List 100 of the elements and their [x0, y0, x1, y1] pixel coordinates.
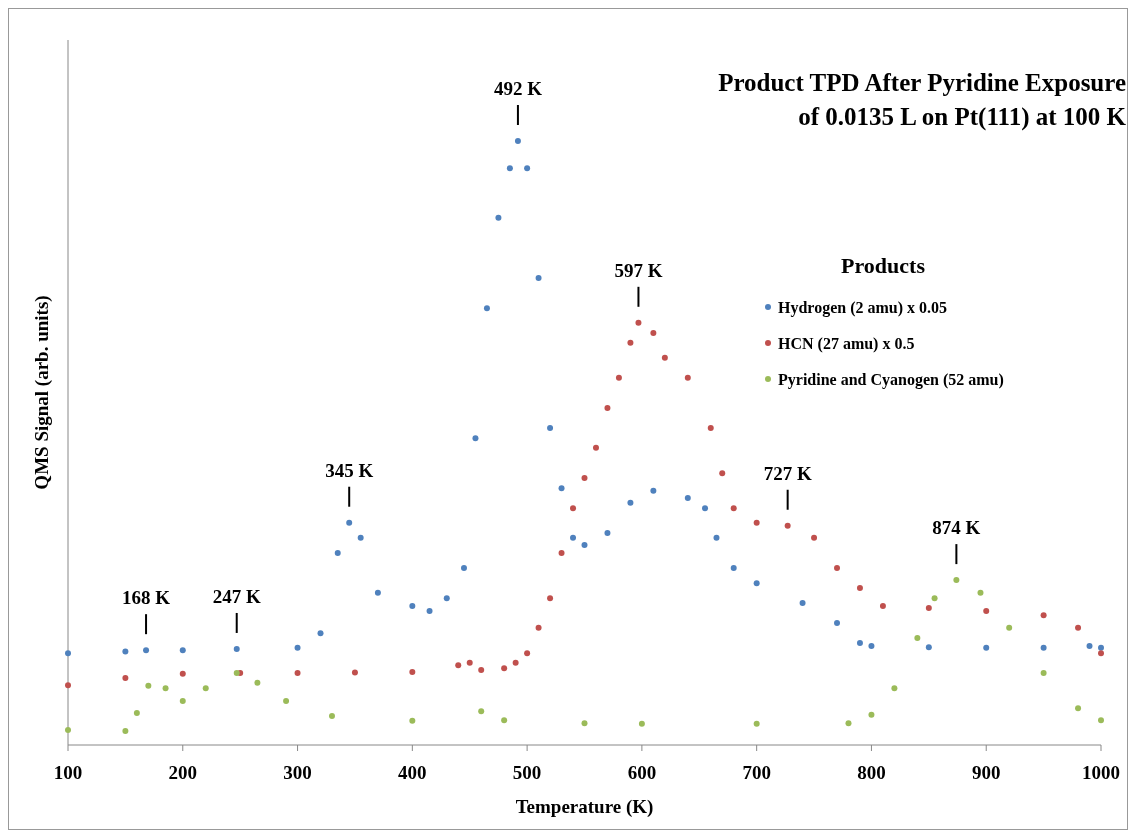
point: [317, 630, 324, 637]
point: [346, 519, 353, 526]
point: [914, 635, 921, 642]
point: [834, 565, 841, 572]
annotation: 492 K: [493, 78, 543, 99]
point: [730, 565, 737, 572]
annotation: 247 K: [212, 585, 261, 607]
legend-title: Products: [841, 253, 926, 278]
point: [581, 542, 588, 549]
annotation: 597 K: [614, 259, 663, 281]
point: [650, 330, 657, 337]
y-axis-title: QMS Signal (arb. units): [31, 295, 53, 490]
point: [661, 354, 668, 361]
point: [784, 522, 791, 529]
point: [483, 305, 490, 312]
annotation: 874 K: [932, 517, 981, 539]
x-tick-label: 100: [53, 762, 83, 783]
point: [650, 487, 657, 494]
point: [294, 644, 301, 651]
point: [357, 534, 364, 541]
annotation: 168 K: [122, 587, 171, 609]
point: [953, 577, 960, 584]
point: [868, 711, 875, 718]
x-tick-label: 800: [857, 762, 886, 783]
point: [466, 659, 473, 666]
point: [592, 444, 599, 451]
point: [627, 339, 634, 346]
point: [472, 435, 479, 442]
point: [856, 584, 863, 591]
point: [495, 214, 502, 221]
point: [506, 165, 513, 172]
point: [501, 717, 508, 724]
point: [638, 720, 645, 727]
point: [374, 589, 381, 596]
point: [1098, 644, 1104, 651]
point: [1075, 624, 1082, 631]
point: [719, 470, 726, 477]
x-tick-label: 600: [627, 762, 657, 783]
point: [684, 374, 691, 381]
point: [811, 534, 818, 541]
point: [535, 275, 542, 282]
point: [983, 607, 990, 614]
point: [122, 728, 129, 735]
point: [547, 595, 554, 602]
point: [627, 499, 634, 506]
point: [713, 534, 720, 541]
point: [615, 374, 622, 381]
x-tick-label: 1000: [1082, 762, 1120, 783]
point: [145, 682, 152, 689]
point: [879, 603, 886, 610]
point: [524, 165, 531, 172]
point: [179, 697, 186, 704]
point: [730, 505, 737, 512]
point: [558, 549, 565, 556]
point: [426, 607, 433, 614]
point: [581, 475, 588, 482]
point: [283, 697, 290, 704]
point: [143, 647, 150, 654]
point: [684, 494, 691, 501]
point: [501, 665, 508, 672]
point: [925, 644, 932, 651]
point: [202, 685, 209, 692]
point: [233, 645, 240, 652]
point: [702, 505, 709, 512]
point: [409, 668, 416, 675]
x-tick-label: 500: [512, 762, 542, 783]
point: [707, 424, 714, 431]
point: [478, 667, 485, 674]
point: [179, 647, 186, 654]
point: [1098, 650, 1104, 657]
point: [925, 604, 932, 611]
point: [233, 670, 240, 677]
point: [514, 138, 521, 144]
x-axis-title: Temperature (K): [515, 796, 654, 818]
point: [558, 485, 565, 492]
point: [478, 708, 485, 715]
point: [409, 717, 416, 724]
point: [334, 549, 341, 556]
x-tick-label: 200: [168, 762, 198, 783]
point: [65, 682, 71, 689]
point: [753, 720, 760, 727]
point: [856, 639, 863, 646]
point: [834, 620, 841, 626]
point: [122, 648, 129, 655]
legend-label: Pyridine and Cyanogen (52 amu): [778, 371, 1004, 389]
point: [1098, 717, 1104, 724]
point: [351, 669, 358, 676]
point: [983, 644, 990, 651]
x-tick-label: 900: [971, 762, 1001, 783]
point: [845, 720, 852, 727]
point: [931, 595, 938, 602]
point: [328, 713, 335, 719]
point: [753, 580, 760, 587]
point: [65, 650, 71, 657]
point: [455, 662, 462, 669]
point: [581, 720, 588, 727]
point: [162, 685, 169, 692]
point: [570, 534, 577, 541]
point: [891, 685, 898, 692]
point: [1040, 670, 1047, 677]
